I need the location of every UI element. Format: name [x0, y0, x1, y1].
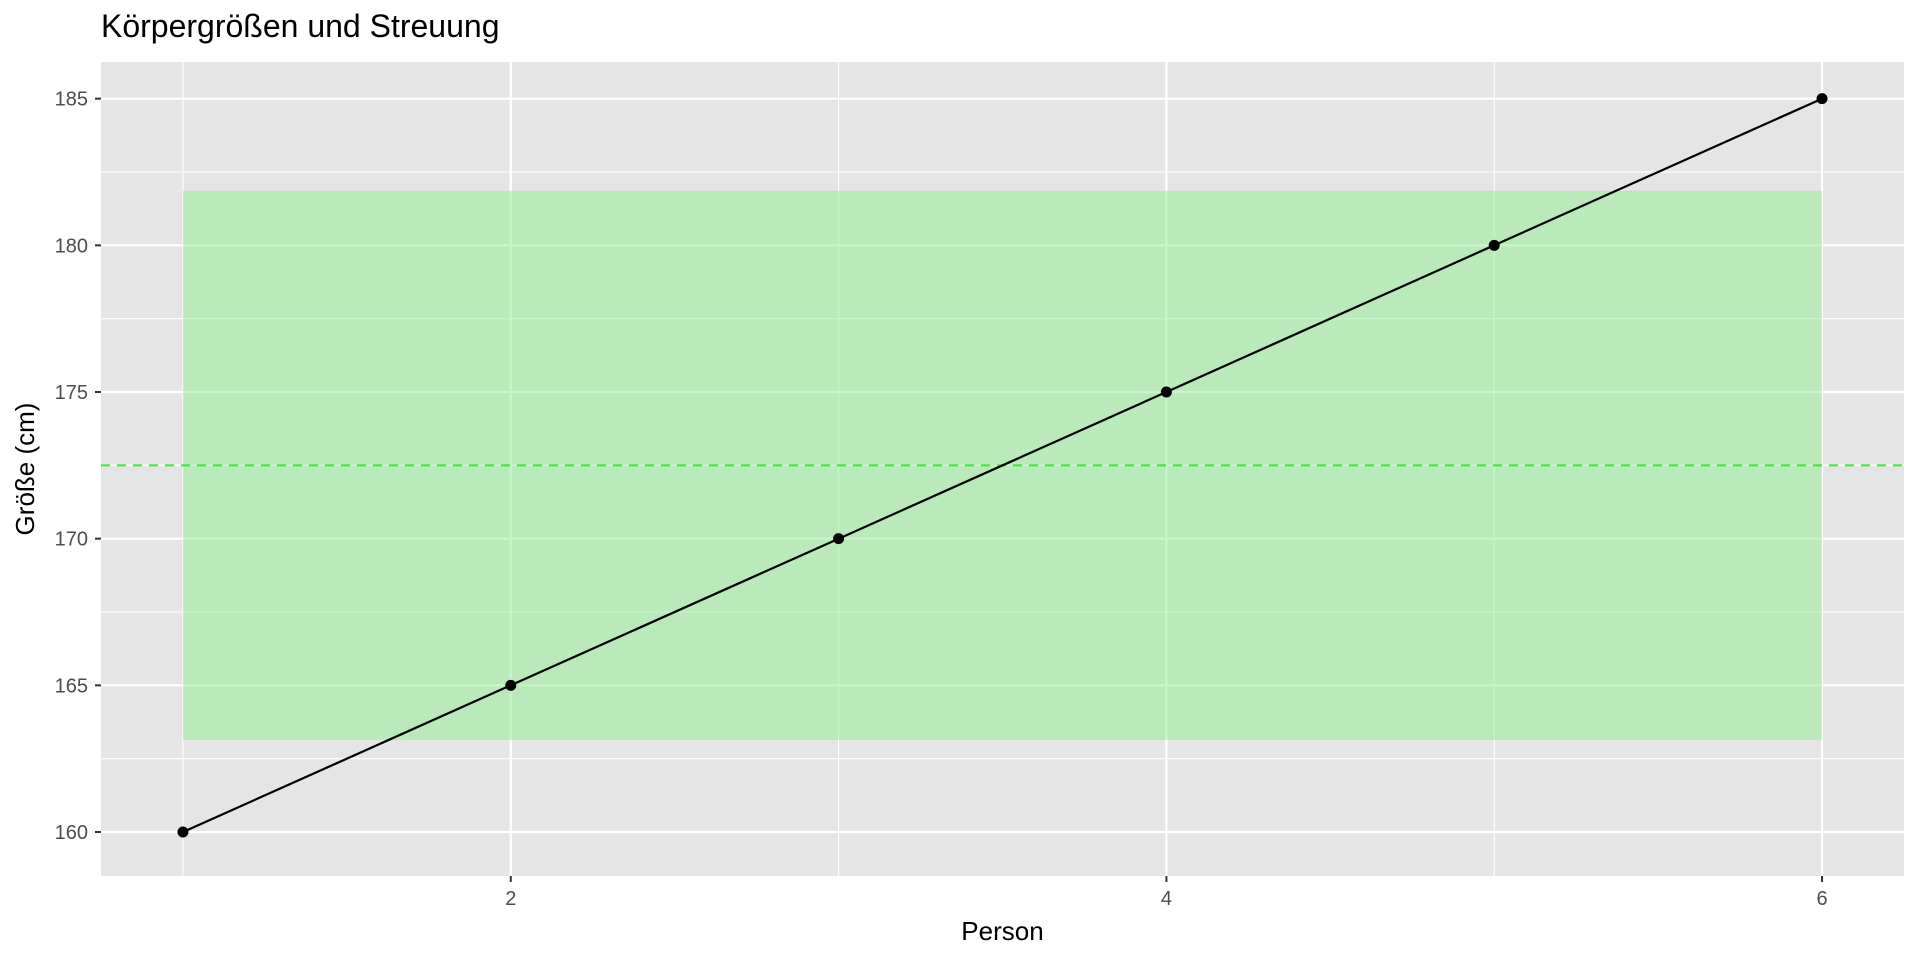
- data-point: [1160, 386, 1172, 398]
- y-axis-title: Größe (cm): [10, 403, 40, 536]
- y-tick-label: 160: [55, 822, 88, 844]
- data-point: [1488, 239, 1500, 251]
- data-point: [833, 533, 845, 545]
- chart-title: Körpergrößen und Streuung: [101, 8, 500, 44]
- x-tick-label: 4: [1161, 888, 1172, 910]
- y-tick-label: 170: [55, 529, 88, 551]
- y-tick-label: 165: [55, 675, 88, 697]
- y-tick-label: 185: [55, 89, 88, 111]
- y-tick-label: 175: [55, 382, 88, 404]
- data-point: [505, 679, 517, 691]
- series-line: [182, 97, 1823, 834]
- data-point: [1816, 93, 1828, 105]
- x-tick-label: 2: [505, 888, 516, 910]
- x-tick-label: 6: [1816, 888, 1827, 910]
- data-point: [177, 826, 189, 838]
- y-tick-label: 180: [55, 235, 88, 257]
- x-axis-title: Person: [961, 916, 1043, 946]
